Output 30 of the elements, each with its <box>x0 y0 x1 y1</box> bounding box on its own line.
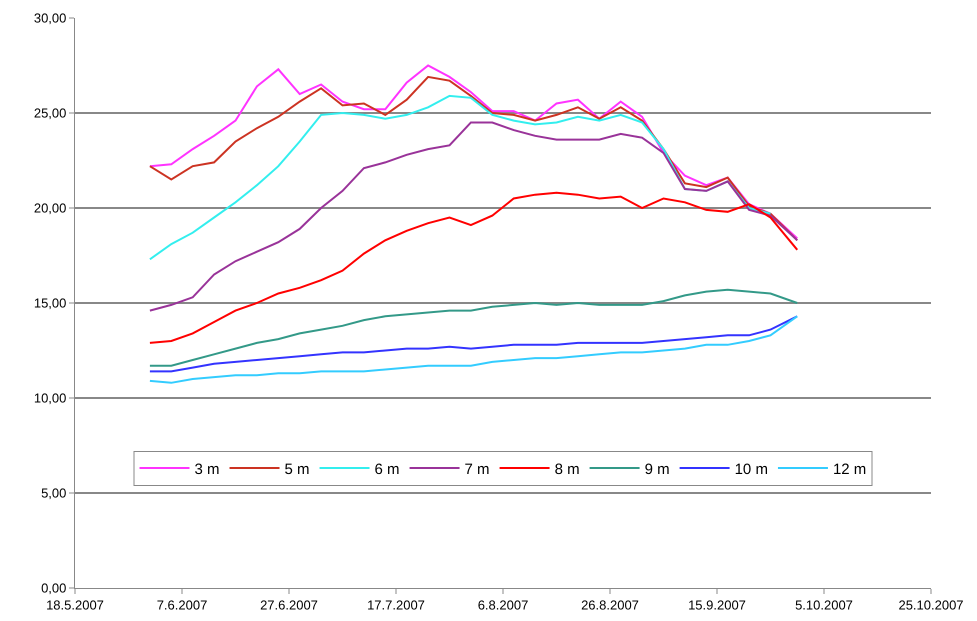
y-tick-label: 5,00 <box>41 486 66 501</box>
x-tick-label: 5.10.2007 <box>795 598 853 613</box>
legend-label: 12 m <box>832 460 866 478</box>
line-series <box>148 315 798 372</box>
x-tick-label: 6.8.2007 <box>478 598 528 613</box>
line-series <box>148 315 798 384</box>
legend-label: 9 m <box>644 460 670 478</box>
line-series <box>148 192 798 344</box>
legend-label: 7 m <box>464 460 490 478</box>
legend-label: 3 m <box>194 460 220 478</box>
legend-label: 10 m <box>734 460 768 478</box>
y-tick-label: 0,00 <box>41 580 66 596</box>
y-tick-label: 20,00 <box>34 200 66 216</box>
y-tick-label: 10,00 <box>34 390 66 406</box>
line-series <box>148 94 772 260</box>
x-tick-label: 26.8.2007 <box>581 598 639 613</box>
line-series <box>148 288 798 367</box>
legend-label: 8 m <box>554 460 580 478</box>
legend-label: 5 m <box>284 460 310 478</box>
y-tick-label: 15,00 <box>34 296 66 311</box>
x-tick-label: 25.10.2007 <box>898 598 964 613</box>
y-tick-label: 25,00 <box>34 106 66 121</box>
x-tick-label: 18.5.2007 <box>46 598 104 613</box>
legend-label: 6 m <box>374 460 400 478</box>
x-tick-label: 7.6.2007 <box>156 598 208 613</box>
x-tick-label: 15.9.2007 <box>688 598 746 613</box>
y-tick-label: 30,00 <box>34 10 66 26</box>
x-tick-label: 17.7.2007 <box>367 598 425 613</box>
x-tick-label: 27.6.2007 <box>260 598 318 613</box>
line-series <box>148 122 798 312</box>
